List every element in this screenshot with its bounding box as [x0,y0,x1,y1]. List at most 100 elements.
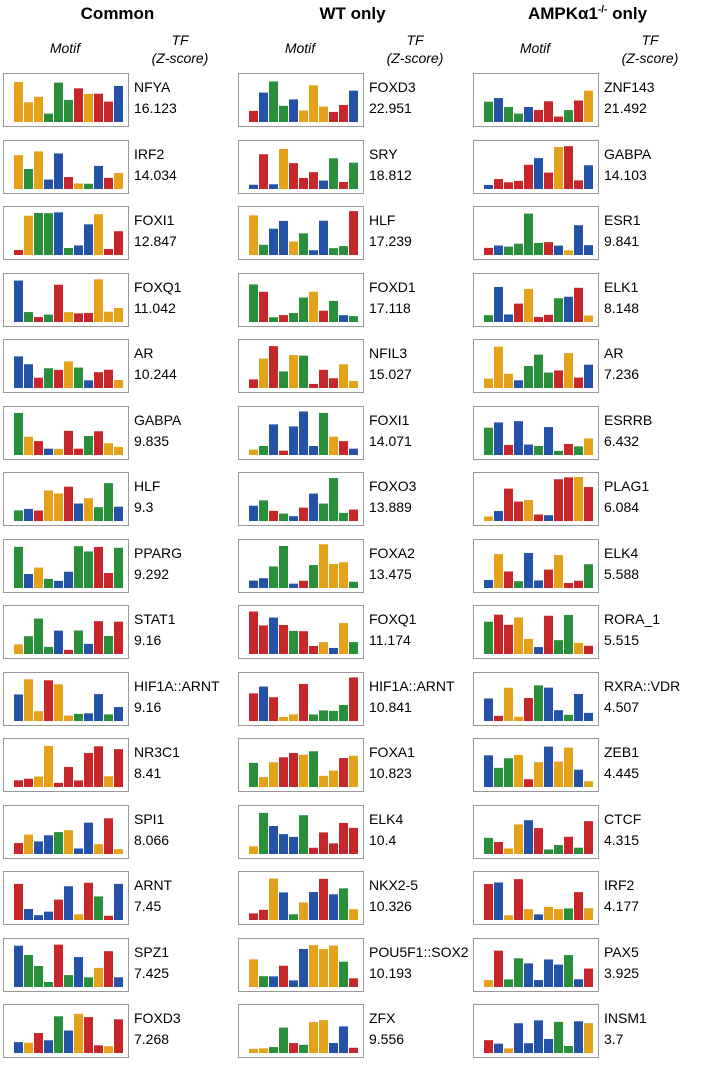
logo-stack [299,410,308,455]
logo-stack [514,180,523,189]
z-score: 11.174 [369,632,411,648]
logo-stack [289,713,298,721]
z-score: 14.103 [604,166,647,183]
logo-stack [504,444,513,455]
logo-stack [349,509,358,521]
title-text: WT only [319,4,386,23]
logo-art [249,478,358,521]
logo-stack [74,914,83,920]
logo-stack [269,565,278,588]
logo-stack [269,617,278,654]
logo-stack [574,892,583,920]
motif-logo [473,472,599,526]
logo-stack [279,148,288,189]
logo-stack [349,211,358,255]
logo-stack [494,841,503,854]
logo-stack [319,180,328,189]
logo-art [14,882,123,920]
motif-header: Motif [49,40,81,56]
logo-stack [44,911,53,920]
logo-stack [289,355,298,388]
z-score: 16.123 [134,100,177,116]
logo-stack [114,883,123,920]
motif-logo [473,405,599,460]
logo-stack [554,640,563,654]
logo-stack [494,614,503,654]
logo-stack [74,847,83,854]
logo-stack [34,96,43,122]
logo-stack [84,435,93,455]
logo-stack [114,706,123,721]
logo-stack [279,624,288,654]
z-score: 6.432 [604,432,640,449]
z-score: 13.889 [369,499,412,515]
logo-stack [64,1030,73,1053]
logo-stack [279,545,288,588]
logo-stack [114,749,123,787]
motif-logo [3,206,129,260]
logo-stack [94,278,103,322]
logo-stack [44,679,53,721]
logo-stack [504,915,513,920]
motif-logo [473,1004,599,1058]
logo-stack [34,567,43,588]
logo-stack [564,954,573,987]
logo-art [484,1020,593,1053]
logo-stack [584,364,593,388]
logo-stack [64,766,73,787]
logo-stack [259,500,268,521]
logo-stack [104,776,113,787]
logo-stack [329,894,338,920]
tf-name: RXRA::VDR [604,677,681,694]
logo-stack [339,961,348,987]
logo-stack [484,697,493,721]
logo-stack [339,512,348,521]
logo-stack [44,1040,53,1053]
logo-stack [64,486,73,521]
logo-stack [74,956,83,987]
z-score: 4.507 [604,698,640,715]
logo-stack [339,1026,348,1053]
logo-stack [94,430,103,455]
logo-stack [584,245,593,255]
logo-stack [584,712,593,721]
logo-stack [349,909,358,920]
logo-stack [584,645,593,654]
logo-stack [584,437,593,455]
logo-stack [24,778,33,787]
logo-stack [319,369,328,388]
tf-name: ELK1 [604,278,639,295]
tf-name: CTCF [604,810,642,827]
logo-stack [524,106,533,122]
logo-stack [289,583,298,588]
motif-logo [3,871,129,925]
logo-art [484,879,593,920]
logo-stack [484,314,493,322]
tf-name: HLF [369,212,396,228]
z-score: 13.475 [369,565,412,582]
tf-name: AR [134,345,154,361]
logo-stack [319,543,328,588]
logo-stack [259,445,268,455]
z-score: 9.556 [369,1031,405,1047]
logo-stack [349,90,358,122]
tf-name: FOXQ1 [134,278,182,295]
z-score: 3.925 [604,964,640,981]
logo-art [484,552,593,588]
logo-stack [319,878,328,920]
logo-stack [74,367,83,388]
logo-stack [534,1020,543,1053]
logo-stack [309,892,318,920]
motif-logo [238,139,364,194]
tf-name: ESRRB [604,411,653,428]
logo-stack [484,837,493,854]
logo-stack [309,171,318,189]
logo-stack [504,313,513,322]
logo-stack [259,1048,268,1053]
z-score: 4.177 [604,898,640,914]
logo-stack [94,746,103,787]
logo-stack [114,85,123,122]
motif-logo [473,272,599,327]
logo-stack [54,152,63,189]
logo-stack [299,355,308,388]
